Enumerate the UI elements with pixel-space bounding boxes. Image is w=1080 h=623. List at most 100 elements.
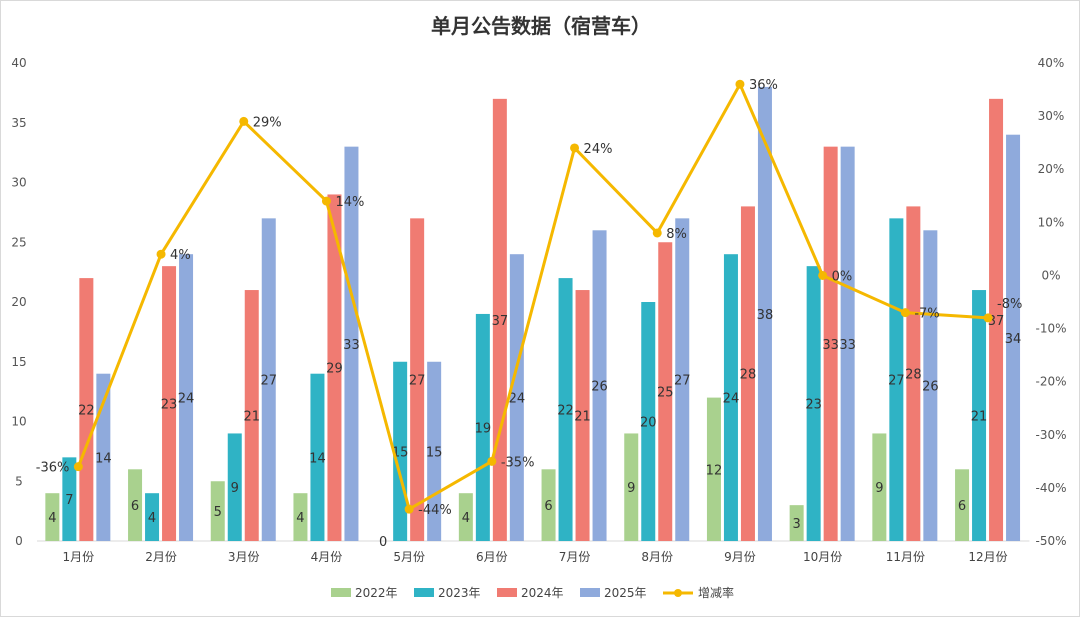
bar-2023年 [475, 313, 490, 541]
bar-2022年 [955, 469, 970, 541]
rate-point [404, 504, 414, 514]
bar-2025年 [261, 218, 276, 541]
bar-2024年 [823, 146, 838, 541]
y-tick-label: 10 [11, 415, 26, 429]
rate-label: -35% [501, 455, 535, 470]
y2-tick-label: -30% [1035, 428, 1066, 442]
bar-2025年 [344, 146, 359, 541]
rate-point [156, 249, 166, 259]
rate-line [76, 80, 989, 512]
y-tick-label: 15 [11, 355, 26, 369]
bar-label: 27 [888, 374, 905, 389]
y-tick-label: 5 [15, 474, 23, 488]
bar-label: 27 [260, 374, 277, 389]
bar-label: 28 [740, 368, 757, 383]
bar-label: 33 [343, 338, 360, 353]
y-tick-label: 30 [11, 176, 26, 190]
legend-label: 2025年 [604, 586, 647, 600]
bar-label: 21 [971, 410, 988, 425]
y-tick-label: 0 [15, 534, 23, 548]
bar-label: 14 [95, 451, 112, 466]
y2-tick-label: 10% [1038, 215, 1065, 229]
x-tick-label: 1月份 [63, 550, 95, 564]
x-tick-label: 10月份 [803, 550, 842, 564]
bar-2024年 [989, 98, 1004, 541]
bar-2024年 [327, 194, 342, 541]
bar-label: 33 [822, 338, 839, 353]
bar-label: 12 [706, 463, 723, 478]
bar-label: 9 [231, 481, 239, 496]
bar-2025年 [592, 230, 607, 542]
bar-label: 29 [326, 362, 343, 377]
bar-label: 20 [640, 416, 657, 431]
legend-line-marker [674, 589, 682, 597]
legend-swatch [580, 588, 600, 597]
rate-point [487, 456, 497, 466]
bar-2025年 [923, 230, 938, 542]
y2-tick-label: 20% [1038, 162, 1065, 176]
rate-label: -7% [914, 307, 939, 322]
bar-2025年 [509, 254, 524, 541]
bar-2022年 [128, 469, 143, 541]
chart-title: 单月公告数据（宿营车） [431, 14, 651, 38]
bar-label: 19 [475, 421, 492, 436]
bar-2025年 [179, 254, 194, 541]
bar-2023年 [641, 302, 656, 541]
bar-label: 23 [805, 398, 822, 413]
legend-label: 2022年 [355, 586, 398, 600]
rate-label: 36% [749, 78, 778, 93]
bar-2022年 [789, 505, 804, 541]
bar-2023年 [310, 373, 325, 541]
bar-label: 26 [591, 380, 608, 395]
legend-swatch [331, 588, 351, 597]
x-tick-label: 2月份 [145, 550, 177, 564]
rate-point [321, 196, 331, 206]
bar-2023年 [723, 254, 738, 541]
rate-point [73, 462, 83, 472]
x-tick-label: 7月份 [559, 550, 591, 564]
bar-label: 34 [1005, 332, 1022, 347]
bar-label: 14 [309, 451, 326, 466]
rate-label: -36% [36, 461, 70, 476]
bar-label: 26 [922, 380, 939, 395]
bar-label: 5 [214, 505, 222, 520]
legend-label: 增减率 [698, 585, 734, 600]
bar-2024年 [906, 206, 921, 541]
legend-label: 2024年 [521, 586, 564, 600]
bar-label: 24 [509, 392, 526, 407]
x-tick-label: 3月份 [228, 550, 260, 564]
bar-label: 24 [178, 392, 195, 407]
bar-2023年 [806, 266, 821, 541]
bar-label: 4 [462, 511, 470, 526]
bar-2022年 [872, 433, 887, 541]
bar-2023年 [227, 433, 242, 541]
bar-label: 4 [148, 511, 156, 526]
x-tick-label: 6月份 [476, 550, 508, 564]
bar-2024年 [492, 98, 507, 541]
bar-label: 27 [674, 374, 691, 389]
y-tick-label: 25 [11, 235, 26, 249]
x-tick-label: 9月份 [724, 550, 756, 564]
x-tick-label: 12月份 [968, 550, 1007, 564]
bar-label: 27 [409, 374, 426, 389]
y-tick-label: 35 [11, 116, 26, 130]
rate-point [735, 79, 745, 89]
rate-label: 4% [170, 248, 191, 263]
rate-point [570, 143, 580, 153]
bar-label: 22 [557, 404, 574, 419]
bar-2024年 [410, 218, 425, 541]
bar-label: 21 [243, 410, 260, 425]
bar-2023年 [393, 361, 408, 541]
bar-2022年 [45, 493, 60, 541]
bar-label: 3 [793, 517, 801, 532]
y-tick-label: 20 [11, 295, 26, 309]
rate-label: -44% [418, 503, 452, 518]
rate-point [983, 313, 993, 323]
rate-point [900, 308, 910, 318]
rate-point [818, 270, 828, 280]
x-tick-label: 4月份 [311, 550, 343, 564]
bar-label: 6 [544, 499, 552, 514]
bar-label: 38 [757, 308, 774, 323]
bar-label: 37 [492, 314, 509, 329]
